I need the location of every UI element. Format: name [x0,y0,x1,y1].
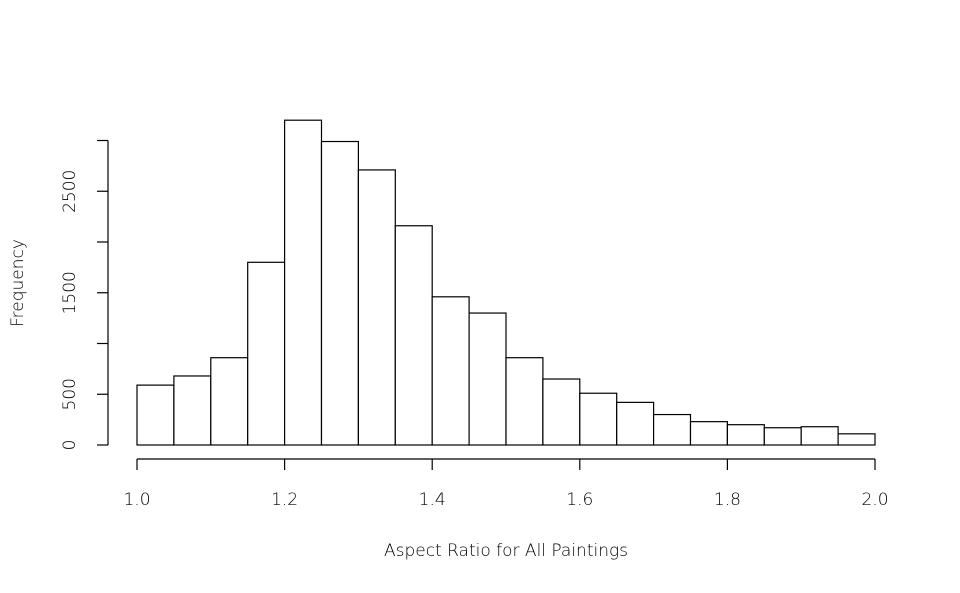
x-tick-label: 2.0 [861,490,888,510]
y-tick-label: 2500 [60,170,80,213]
x-axis-title: Aspect Ratio for All Paintings [384,541,628,561]
bar [357,169,396,446]
y-axis-title: Frequency [8,239,28,327]
bar [431,296,470,446]
bar [837,433,876,446]
bar [173,375,212,446]
bar [579,392,618,446]
x-tick-label: 1.0 [123,490,150,510]
bar [542,378,581,446]
bar [652,413,692,446]
bar [284,119,323,446]
x-tick-label: 1.2 [271,490,298,510]
x-tick-label: 1.4 [419,490,446,510]
y-tick-label: 1500 [60,271,80,314]
bar [763,427,802,446]
bar [136,384,175,446]
bar [468,312,507,446]
bar [247,261,286,446]
bar [394,225,433,446]
bar [800,426,839,446]
bar [210,357,249,446]
y-tick-label: 500 [60,378,80,410]
bar [616,401,655,446]
bar [726,424,765,446]
x-tick-label: 1.8 [714,490,741,510]
y-tick-label: 0 [60,440,80,451]
bar [320,140,360,446]
bar [505,357,544,446]
bar [689,421,729,446]
x-tick-label: 1.6 [566,490,593,510]
